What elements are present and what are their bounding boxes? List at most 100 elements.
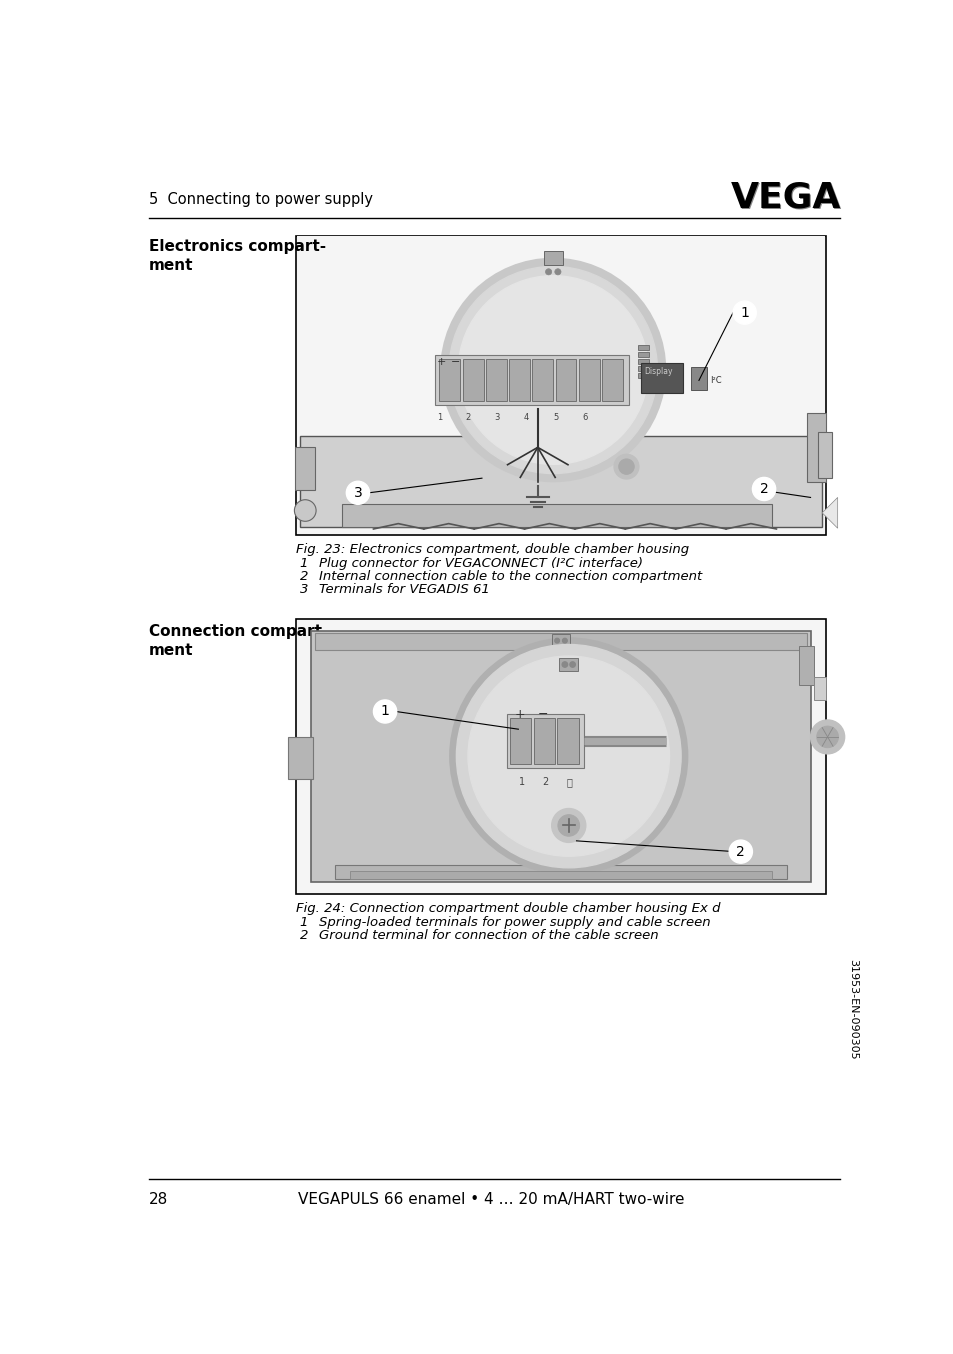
Text: 2: 2 [299,929,308,941]
Bar [557,718,578,764]
Text: 1: 1 [740,306,748,320]
Circle shape [614,455,639,479]
Text: 5  Connecting to power supply: 5 Connecting to power supply [149,192,373,207]
Bar [485,359,506,401]
Bar [295,619,825,894]
Bar [295,236,825,535]
Bar [691,367,706,390]
Text: Fig. 24: Connection compartment double chamber housing Ex d: Fig. 24: Connection compartment double c… [295,902,720,915]
Text: I²C: I²C [710,376,721,385]
Text: 2: 2 [542,777,548,787]
Circle shape [294,500,315,521]
Bar [311,631,810,883]
Circle shape [441,259,664,481]
Text: Ground terminal for connection of the cable screen: Ground terminal for connection of the ca… [319,929,659,941]
Text: 1: 1 [299,915,308,929]
Polygon shape [821,497,837,528]
Bar [435,355,629,405]
Circle shape [545,268,551,275]
Bar [551,635,570,646]
Circle shape [555,268,560,275]
Text: +: + [436,356,446,367]
Bar [638,345,648,351]
Text: −: − [537,708,548,720]
Circle shape [569,662,575,668]
Bar [638,366,648,371]
Circle shape [457,276,647,464]
Bar [439,359,459,401]
Circle shape [562,638,567,643]
Bar [506,714,583,768]
Bar [640,363,682,394]
Text: 4: 4 [523,413,529,421]
Text: 1: 1 [518,777,524,787]
Polygon shape [814,677,825,700]
Bar [638,359,648,364]
Circle shape [346,481,369,504]
Text: 31953-EN-090305: 31953-EN-090305 [847,959,858,1060]
Circle shape [732,301,756,324]
Bar [558,658,578,670]
Text: VEGA: VEGA [731,181,841,215]
Text: 3: 3 [299,584,308,596]
Text: Internal connection cable to the connection compartment: Internal connection cable to the connect… [319,570,701,582]
Circle shape [456,645,680,868]
Bar [818,432,831,478]
Circle shape [816,726,838,747]
Text: 1: 1 [299,556,308,570]
Circle shape [728,839,752,864]
Text: 1: 1 [436,413,441,421]
Text: VEGA: VEGA [730,180,840,214]
Text: −: − [451,356,460,367]
Bar [296,620,824,894]
Bar [350,871,771,879]
Circle shape [555,638,558,643]
Bar [532,359,553,401]
Circle shape [618,459,634,474]
Bar [798,646,814,685]
Bar [601,359,622,401]
Bar [288,737,313,780]
Text: 2: 2 [299,570,308,582]
Text: Connection compart-
ment: Connection compart- ment [149,624,328,658]
Bar [533,718,555,764]
Text: +: + [514,708,524,720]
Text: 3: 3 [495,413,499,421]
Bar [555,359,576,401]
Bar [543,250,562,265]
Bar [315,632,806,650]
Bar [509,359,530,401]
Text: 3: 3 [354,486,362,500]
Text: 5: 5 [553,413,558,421]
Text: Display: Display [643,367,672,375]
Bar [296,237,824,535]
Text: 2: 2 [736,845,744,858]
Bar [509,718,531,764]
Circle shape [752,478,775,501]
Text: Electronics compart-
ment: Electronics compart- ment [149,240,326,274]
Text: 1: 1 [380,704,389,719]
Bar [335,865,786,879]
Circle shape [373,700,396,723]
Bar [638,352,648,357]
Text: Plug connector for VEGACONNECT (I²C interface): Plug connector for VEGACONNECT (I²C inte… [319,556,642,570]
Text: 2: 2 [465,413,471,421]
Bar [578,359,599,401]
Bar [806,413,825,482]
Circle shape [551,808,585,842]
Text: 28: 28 [149,1192,168,1206]
Text: VEGAPULS 66 enamel • 4 … 20 mA/HART two-wire: VEGAPULS 66 enamel • 4 … 20 mA/HART two-… [297,1192,684,1206]
Text: 2: 2 [759,482,767,496]
Bar [462,359,483,401]
Bar [638,372,648,378]
Text: Spring-loaded terminals for power supply and cable screen: Spring-loaded terminals for power supply… [319,915,710,929]
Circle shape [558,815,579,837]
Bar [294,447,314,490]
Bar [299,436,821,528]
Circle shape [450,638,686,873]
Text: 6: 6 [581,413,587,421]
Text: Fig. 23: Electronics compartment, double chamber housing: Fig. 23: Electronics compartment, double… [295,543,688,556]
Text: Terminals for VEGADIS 61: Terminals for VEGADIS 61 [319,584,490,596]
Circle shape [449,267,657,474]
Circle shape [810,720,843,754]
